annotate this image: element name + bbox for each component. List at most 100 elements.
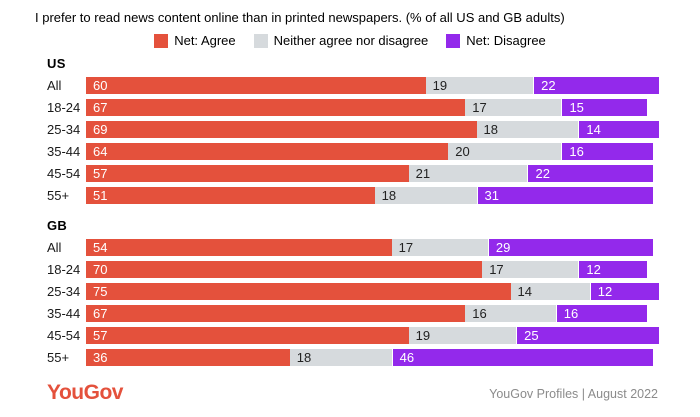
segment-value: 51	[93, 188, 108, 203]
segment-value: 17	[489, 262, 504, 277]
yougov-logo: YouGov	[47, 381, 123, 404]
neither-segment: 21	[408, 165, 528, 182]
segment-value: 64	[93, 144, 108, 159]
disagree-segment: 14	[579, 121, 659, 138]
segment-value: 36	[93, 350, 108, 365]
segment-value: 17	[398, 240, 414, 255]
segment-value: 17	[472, 100, 487, 115]
agree-segment: 57	[86, 165, 409, 182]
section-header: US	[47, 56, 66, 71]
agree-segment: 51	[86, 187, 375, 204]
category-label: 18-24	[47, 262, 81, 277]
agree-segment: 36	[86, 349, 290, 366]
segment-value: 69	[93, 122, 108, 137]
segment-value: 21	[415, 166, 431, 181]
neither-segment: 14	[510, 283, 590, 300]
chart-body: US All 60 19 22 18-24 67 17 15 25-34 69 18 14 35-44 64…	[47, 56, 659, 371]
neither-segment: 17	[482, 261, 579, 278]
segment-value: 14	[517, 284, 532, 299]
disagree-segment: 12	[590, 283, 659, 300]
agree-segment: 64	[86, 143, 449, 160]
segment-value: 31	[484, 188, 499, 203]
category-label: All	[47, 240, 62, 255]
disagree-segment: 15	[562, 99, 648, 116]
bar-row: 18-24 67 17 15	[47, 99, 659, 116]
disagree-segment: 16	[556, 305, 648, 322]
segment-value: 18	[381, 188, 397, 203]
category-label: 25-34	[47, 122, 81, 137]
category-label: 35-44	[47, 306, 81, 321]
segment-value: 29	[495, 240, 511, 255]
segment-value: 46	[399, 350, 415, 365]
segment-value: 57	[93, 166, 108, 181]
stacked-bar: 69 18 14	[86, 121, 659, 138]
legend-item-agree: Net: Agree	[154, 33, 236, 48]
neither-segment: 18	[476, 121, 579, 138]
bar-row: All 60 19 22	[47, 77, 659, 94]
agree-segment: 54	[86, 239, 392, 256]
neither-segment: 18	[374, 187, 477, 204]
category-label: 35-44	[47, 144, 81, 159]
legend-swatch-agree	[154, 33, 169, 48]
segment-value: 12	[586, 262, 601, 277]
segment-value: 75	[93, 284, 108, 299]
bar-row: 45-54 57 19 25	[47, 327, 659, 344]
agree-segment: 67	[86, 305, 466, 322]
bar-row: 25-34 69 18 14	[47, 121, 659, 138]
bar-row: 35-44 67 16 16	[47, 305, 659, 322]
bar-row: 55+ 36 18 46	[47, 349, 659, 366]
segment-value: 16	[563, 306, 579, 321]
legend-item-disagree: Net: Disagree	[446, 33, 546, 48]
disagree-segment: 29	[488, 239, 653, 256]
category-label: 25-34	[47, 284, 81, 299]
neither-segment: 20	[448, 143, 562, 160]
disagree-segment: 22	[534, 77, 659, 94]
stacked-bar: 36 18 46	[86, 349, 653, 366]
stacked-bar: 75 14 12	[86, 283, 659, 300]
bar-row: 25-34 75 14 12	[47, 283, 659, 300]
neither-segment: 16	[465, 305, 556, 322]
segment-value: 12	[597, 284, 613, 299]
stacked-bar: 64 20 16	[86, 143, 653, 160]
stacked-bar: 54 17 29	[86, 239, 653, 256]
bar-row: 55+ 51 18 31	[47, 187, 659, 204]
segment-value: 67	[93, 306, 108, 321]
agree-segment: 57	[86, 327, 409, 344]
category-label: All	[47, 78, 62, 93]
agree-segment: 69	[86, 121, 477, 138]
stacked-bar: 67 17 15	[86, 99, 648, 116]
legend-item-neither: Neither agree nor disagree	[253, 33, 429, 48]
segment-value: 16	[472, 306, 487, 321]
chart-title: I prefer to read news content online tha…	[35, 10, 565, 25]
disagree-segment: 46	[392, 349, 653, 366]
segment-value: 14	[586, 122, 601, 137]
disagree-segment: 31	[477, 187, 653, 204]
disagree-segment: 16	[562, 143, 653, 160]
category-label: 55+	[47, 350, 70, 365]
stacked-bar: 67 16 16	[86, 305, 648, 322]
segment-value: 54	[93, 240, 108, 255]
section-header: GB	[47, 218, 68, 233]
segment-value: 22	[535, 166, 550, 181]
legend-label: Net: Disagree	[466, 33, 546, 48]
stacked-bar: 70 17 12	[86, 261, 648, 278]
legend-label: Net: Agree	[174, 33, 236, 48]
segment-value: 16	[569, 144, 584, 159]
neither-segment: 17	[465, 99, 562, 116]
disagree-segment: 25	[517, 327, 659, 344]
legend-label: Neither agree nor disagree	[273, 33, 429, 48]
segment-value: 18	[296, 350, 312, 365]
neither-segment: 17	[391, 239, 488, 256]
source-caption: YouGov Profiles | August 2022	[489, 387, 658, 401]
segment-value: 60	[93, 78, 108, 93]
section-gb: GB All 54 17 29 18-24 70 17 12 25-34 75 14 12 35-44 67…	[47, 218, 659, 366]
segment-value: 20	[455, 144, 470, 159]
legend-swatch-disagree	[446, 33, 461, 48]
disagree-segment: 22	[528, 165, 653, 182]
neither-segment: 19	[425, 77, 534, 94]
neither-segment: 18	[289, 349, 392, 366]
agree-segment: 67	[86, 99, 466, 116]
category-label: 18-24	[47, 100, 81, 115]
segment-value: 70	[93, 262, 108, 277]
